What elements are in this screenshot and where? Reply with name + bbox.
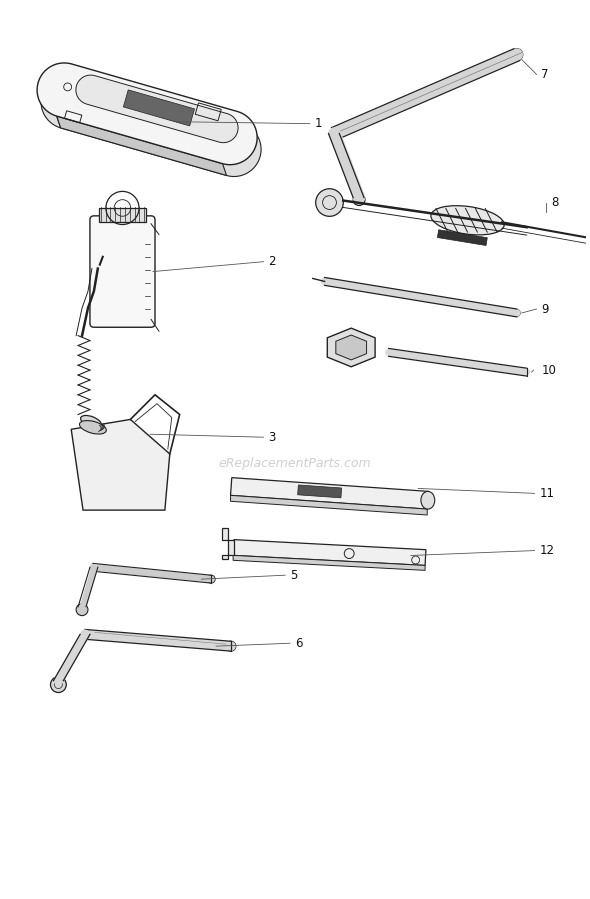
Ellipse shape [80, 421, 106, 434]
Polygon shape [231, 495, 427, 515]
Polygon shape [327, 328, 375, 367]
Circle shape [316, 189, 343, 217]
FancyBboxPatch shape [90, 216, 155, 327]
Text: 10: 10 [542, 363, 556, 377]
Circle shape [353, 193, 365, 206]
Circle shape [51, 677, 66, 692]
Polygon shape [57, 64, 76, 128]
Ellipse shape [81, 415, 101, 427]
Bar [99, 208, 146, 222]
Text: eReplacementParts.com: eReplacementParts.com [219, 458, 371, 470]
Circle shape [207, 575, 215, 583]
Text: 7: 7 [542, 67, 549, 81]
Polygon shape [336, 335, 366, 360]
Circle shape [513, 309, 520, 316]
Polygon shape [57, 116, 227, 175]
Polygon shape [233, 556, 425, 570]
Polygon shape [123, 90, 195, 126]
Text: 6: 6 [295, 636, 303, 650]
Text: 1: 1 [314, 117, 322, 130]
Polygon shape [437, 230, 487, 245]
Text: 2: 2 [268, 255, 276, 268]
Ellipse shape [431, 206, 504, 235]
Polygon shape [231, 477, 428, 509]
Circle shape [226, 641, 236, 651]
Text: 5: 5 [290, 569, 297, 582]
Polygon shape [71, 420, 170, 510]
Polygon shape [233, 539, 426, 565]
Text: 8: 8 [551, 196, 559, 209]
Polygon shape [298, 485, 342, 498]
Text: 11: 11 [539, 487, 555, 500]
Text: 12: 12 [539, 544, 555, 557]
Polygon shape [41, 75, 261, 176]
Text: 3: 3 [268, 431, 276, 444]
Polygon shape [37, 63, 257, 165]
Polygon shape [76, 76, 238, 143]
Text: 9: 9 [542, 302, 549, 316]
Circle shape [76, 604, 88, 616]
Polygon shape [222, 528, 234, 559]
Circle shape [511, 49, 523, 60]
Ellipse shape [421, 492, 435, 509]
